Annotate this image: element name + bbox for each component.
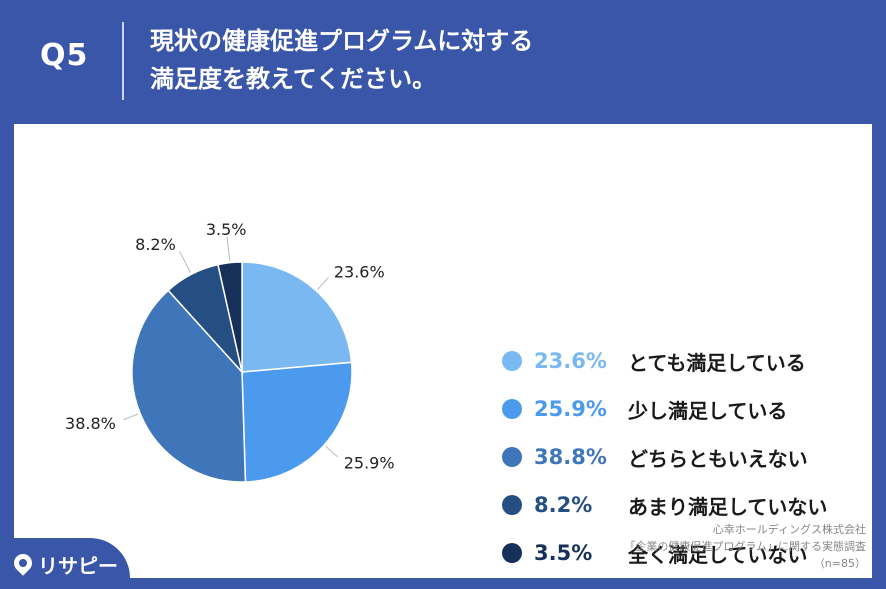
pie-chart: 23.6% 25.9% 38.8% 8.2% 3.5% xyxy=(65,220,395,483)
chart-panel: 23.6% 25.9% 38.8% 8.2% 3.5% 23.6% とても満足している 25… xyxy=(14,124,872,578)
header-divider xyxy=(122,22,124,100)
legend-percent: 3.5% xyxy=(534,541,593,565)
source-company: 心幸ホールディングス株式会社 xyxy=(712,523,866,536)
legend-label: どちらともいえない xyxy=(628,446,808,471)
leader-line-3 xyxy=(123,413,139,421)
pie-slice-2 xyxy=(241,361,353,483)
leader-line-2 xyxy=(325,445,339,458)
leader-line-4 xyxy=(179,250,191,273)
legend-label: 全く満足していない xyxy=(628,542,808,567)
legend-item-1: 23.6% とても満足している xyxy=(502,346,806,376)
title-line-2: 満足度を教えてください。 xyxy=(150,65,437,93)
legend-swatch xyxy=(502,543,522,563)
legend-percent: 38.8% xyxy=(534,445,607,469)
source-note: 心幸ホールディングス株式会社 「企業の健康促進プログラム」に関する実態調査 （n… xyxy=(624,521,866,572)
data-label-5: 3.5% xyxy=(206,220,247,239)
pie-slice-1 xyxy=(241,261,353,373)
title-line-1: 現状の健康促進プログラムに対する xyxy=(150,27,534,55)
logo-text: リサピー xyxy=(38,554,118,578)
legend-label: あまり満足していない xyxy=(628,494,828,519)
data-label-2: 25.9% xyxy=(344,453,395,472)
source-sample: （n=85） xyxy=(813,557,866,570)
legend-percent: 8.2% xyxy=(534,493,593,517)
map-pin-icon xyxy=(10,550,36,576)
legend-item-2: 25.9% 少し満足している xyxy=(502,394,787,424)
legend-label: とても満足している xyxy=(628,350,806,375)
question-title: 現状の健康促進プログラムに対する 満足度を教えてください。 xyxy=(150,22,870,98)
legend-percent: 23.6% xyxy=(534,349,607,373)
question-number: Q5 xyxy=(40,38,89,73)
header: Q5 現状の健康促進プログラムに対する 満足度を教えてください。 xyxy=(0,0,886,120)
legend-percent: 25.9% xyxy=(534,397,607,421)
logo: リサピー xyxy=(0,538,130,589)
data-label-1: 23.6% xyxy=(334,263,385,282)
legend-item-4: 8.2% あまり満足していない xyxy=(502,490,827,520)
pie-slice-3 xyxy=(131,289,247,483)
source-survey: 「企業の健康促進プログラム」に関する実態調査 xyxy=(624,540,866,553)
legend-item-5: 3.5% 全く満足していない xyxy=(502,538,807,568)
legend-swatch xyxy=(502,495,522,515)
legend-label: 少し満足している xyxy=(628,398,788,423)
legend-swatch xyxy=(502,447,522,467)
data-label-3: 38.8% xyxy=(65,414,116,433)
leader-line-5 xyxy=(226,236,231,261)
data-label-4: 8.2% xyxy=(135,235,176,254)
leader-line-1 xyxy=(317,277,329,290)
legend-swatch xyxy=(502,399,522,419)
pie-slice-5 xyxy=(217,261,243,373)
legend-item-3: 38.8% どちらともいえない xyxy=(502,442,808,472)
legend-swatch xyxy=(502,351,522,371)
